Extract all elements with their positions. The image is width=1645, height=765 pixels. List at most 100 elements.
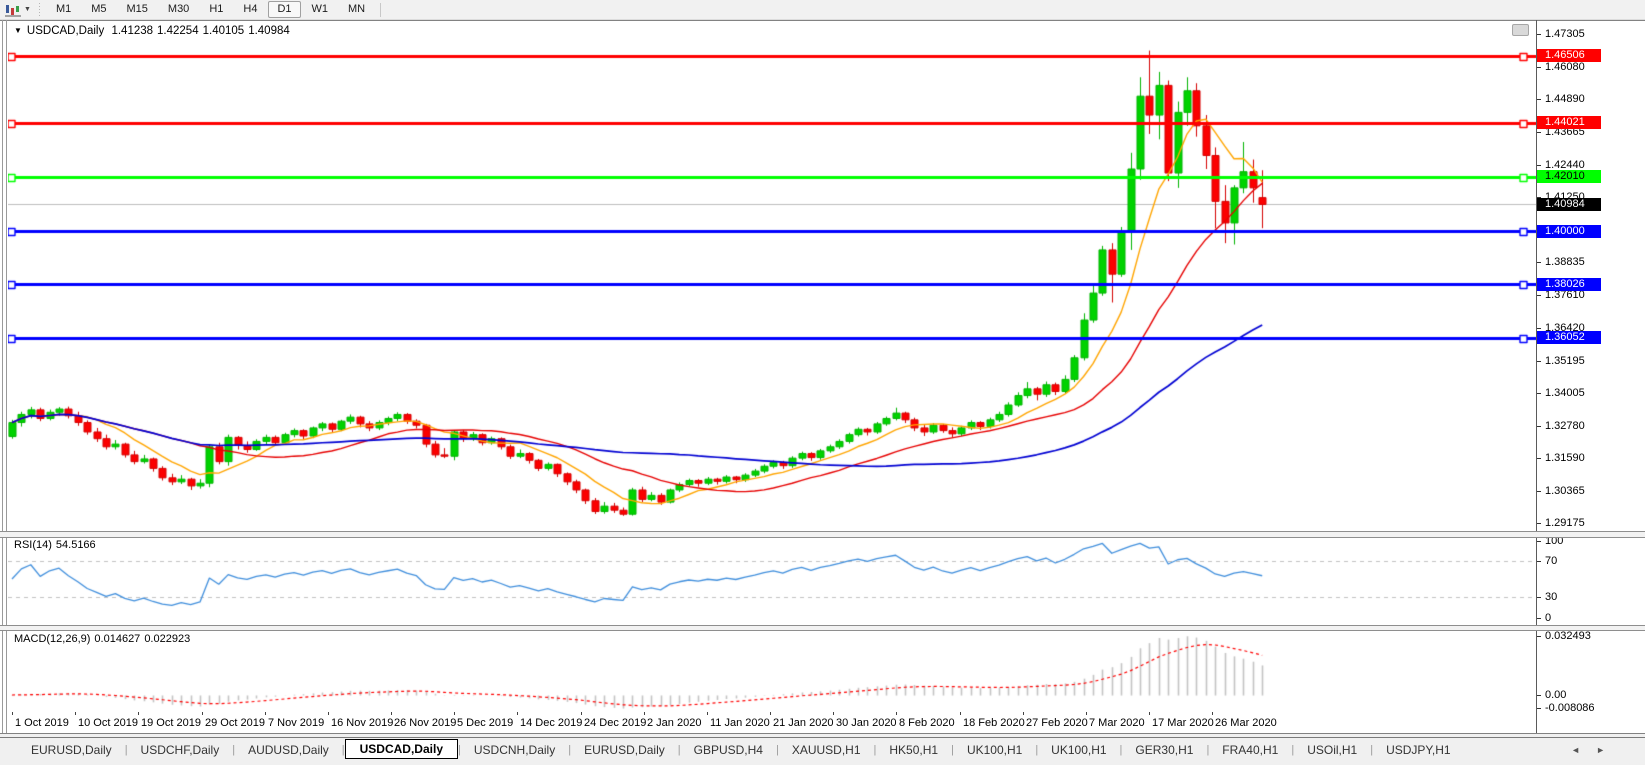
price-tick-label: 1.36420 <box>1545 321 1585 334</box>
macd-main-value: 0.014627 <box>94 633 141 645</box>
rsi-name: RSI(14) <box>14 539 52 551</box>
date-label: 30 Jan 2020 <box>836 717 897 729</box>
chart-tab-xauusd-h1[interactable]: XAUUSD,H1 <box>791 743 861 757</box>
main-chart-canvas[interactable] <box>8 21 1536 711</box>
date-tick-mark <box>1023 712 1024 715</box>
timeframe-button-mn[interactable]: MN <box>348 3 366 15</box>
macd-tick-label: 0.032493 <box>1545 630 1591 642</box>
chart-tab-eurusd-daily[interactable]: EURUSD,Daily <box>31 743 112 757</box>
date-tick-mark <box>896 712 897 715</box>
date-label: 16 Nov 2019 <box>331 717 394 729</box>
tab-scroll-right-icon[interactable]: ► <box>1596 745 1605 755</box>
chart-tab-gbpusd-h4[interactable]: GBPUSD,H4 <box>693 743 763 757</box>
chart-tab-usdcad-daily[interactable]: USDCAD,Daily <box>344 739 458 759</box>
tab-separator: | <box>677 744 681 756</box>
hline-price-tag: 1.44021 <box>1537 116 1601 130</box>
date-tick-mark <box>391 712 392 715</box>
timeframe-button-m5[interactable]: M5 <box>91 3 107 15</box>
date-tick-mark <box>770 712 771 715</box>
macd-tick-label: -0.008086 <box>1545 702 1595 714</box>
timeframe-button-m15[interactable]: M15 <box>126 3 148 15</box>
date-tick-mark <box>12 712 13 715</box>
date-label: 14 Dec 2019 <box>520 717 583 729</box>
price-tick-label: 1.29175 <box>1545 517 1585 529</box>
chart-tab-usoil-h1[interactable]: USOil,H1 <box>1307 743 1358 757</box>
date-tick-mark <box>75 712 76 715</box>
price-tick-label: 1.44890 <box>1545 93 1585 106</box>
date-label: 11 Jan 2020 <box>710 717 770 729</box>
hline-price-tag: 1.36052 <box>1537 331 1601 344</box>
chart-tab-hk50-h1[interactable]: HK50,H1 <box>889 743 939 757</box>
chart-tab-fra40-h1[interactable]: FRA40,H1 <box>1222 743 1279 757</box>
chart-tab-ger30-h1[interactable]: GER30,H1 <box>1135 743 1194 757</box>
timeframe-button-h1[interactable]: H1 <box>209 3 224 15</box>
tab-scroll-left-icon[interactable]: ◄ <box>1571 745 1581 755</box>
tab-separator: | <box>568 744 572 756</box>
axis-tick-mark <box>1537 295 1541 297</box>
date-label: 2 Jan 2020 <box>647 717 702 729</box>
rsi-indicator-label: RSI(14) 54.5166 <box>14 539 100 551</box>
chart-symbol-label: USDCAD,Daily <box>26 25 105 37</box>
scroll-corner-widget <box>1512 24 1529 36</box>
price-tick-label: 1.37610 <box>1545 289 1585 302</box>
rsi-tick-label: 70 <box>1545 555 1558 567</box>
timeframe-buttons: M1 M5 M15 M30 H1 H4 D1 W1 MN <box>46 1 375 18</box>
tab-separator: | <box>873 744 877 756</box>
macd-panel-splitter[interactable] <box>0 625 1645 631</box>
chart-tab-uk100-h1[interactable]: UK100,H1 <box>966 743 1023 757</box>
hline-price-tag: 1.40000 <box>1537 224 1601 238</box>
date-tick-mark <box>265 712 266 715</box>
axis-tick-mark <box>1537 561 1541 562</box>
tab-separator: | <box>124 744 128 756</box>
toolbar-grip[interactable] <box>36 3 42 16</box>
date-label: 10 Oct 2019 <box>78 717 138 729</box>
tab-separator: | <box>951 744 954 756</box>
axis-tick-mark <box>1537 197 1541 199</box>
tab-separator: | <box>1206 744 1210 756</box>
timeframe-button-h4[interactable]: H4 <box>243 3 258 15</box>
date-tick-mark <box>833 712 834 715</box>
timeframe-toolbar: ▼ M1 M5 M15 M30 H1 H4 D1 W1 MN <box>0 0 1645 20</box>
date-axis[interactable]: 1 Oct 2019 10 Oct 2019 19 Oct 2019 29 Oct 2… <box>8 712 1536 733</box>
chart-tab-usdcnh-daily[interactable]: USDCNH,Daily <box>473 743 556 757</box>
ohlc-open: 1.41238 <box>111 25 154 37</box>
date-label: 1 Oct 2019 <box>15 717 69 729</box>
rsi-panel-splitter[interactable] <box>0 531 1645 538</box>
chart-profile-icon[interactable] <box>4 3 22 17</box>
timeframe-button-w1[interactable]: W1 <box>311 3 329 15</box>
date-label: 7 Mar 2020 <box>1089 717 1145 729</box>
rsi-tick-label: 0 <box>1545 612 1552 624</box>
axis-tick-mark <box>1537 636 1541 637</box>
tab-separator: | <box>1291 744 1295 756</box>
date-label: 7 Nov 2019 <box>268 717 325 729</box>
chevron-down-icon[interactable]: ▼ <box>14 26 22 35</box>
chart-tab-audusd-daily[interactable]: AUDUSD,Daily <box>248 743 329 757</box>
tab-separator: | <box>775 744 779 756</box>
date-tick-mark <box>581 712 582 715</box>
chart-tab-bar: EURUSD,Daily | USDCHF,Daily | AUDUSD,Daily | U… <box>0 737 1645 762</box>
date-tick-mark <box>454 712 455 715</box>
toolbar-separator <box>380 2 382 17</box>
rsi-tick-label: 30 <box>1545 591 1558 603</box>
chart-tab-usdchf-daily[interactable]: USDCHF,Daily <box>140 743 220 757</box>
axis-tick-mark <box>1537 523 1541 524</box>
chart-profile-caret-icon[interactable]: ▼ <box>24 6 31 13</box>
timeframe-button-m1[interactable]: M1 <box>55 3 72 15</box>
date-tick-mark <box>138 712 139 715</box>
axis-tick-mark <box>1537 541 1541 542</box>
tab-separator: | <box>458 744 461 756</box>
chart-tab-uk100-h1[interactable]: UK100,H1 <box>1051 743 1107 757</box>
axis-tick-mark <box>1537 132 1541 134</box>
timeframe-button-m30[interactable]: M30 <box>167 3 190 15</box>
rsi-value: 54.5166 <box>55 539 96 551</box>
chart-tab-eurusd-daily[interactable]: EURUSD,Daily <box>584 743 665 757</box>
price-tick-label: 1.31590 <box>1545 451 1585 464</box>
timeframe-button-d1[interactable]: D1 <box>268 1 301 18</box>
price-axis[interactable]: 1.473051.460801.448901.436651.424401.412… <box>1537 21 1645 733</box>
chart-tabs: EURUSD,Daily | USDCHF,Daily | AUDUSD,Daily | U… <box>18 739 1464 759</box>
chart-tab-usdjpy-h1[interactable]: USDJPY,H1 <box>1386 743 1451 757</box>
price-tick-label: 1.30365 <box>1545 484 1585 497</box>
price-tick-label: 1.32780 <box>1545 419 1585 432</box>
date-tick-mark <box>202 712 203 715</box>
